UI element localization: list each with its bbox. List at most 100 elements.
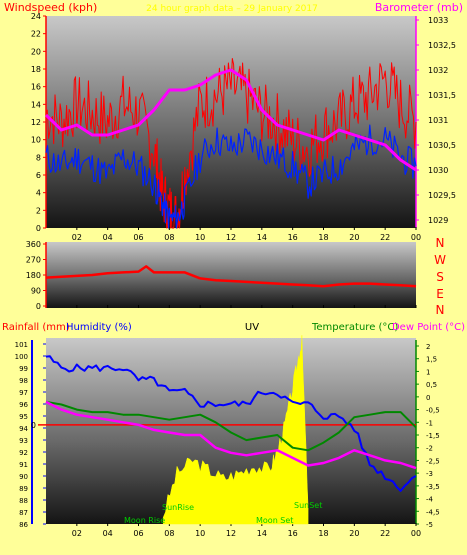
humidity-y-tick-label: 90 bbox=[19, 473, 28, 481]
temp-y-tick-label: -0,5 bbox=[426, 407, 440, 415]
temp-y-tick-label: -1 bbox=[426, 419, 433, 427]
wind-y-tick-label: 20 bbox=[31, 47, 41, 56]
wind-y-tick-label: 24 bbox=[31, 12, 41, 21]
temp-y-tick-label: 0,5 bbox=[426, 381, 437, 389]
compass-label: N bbox=[436, 303, 445, 317]
x-tick-label: 22 bbox=[380, 233, 390, 242]
humidity-y-tick-label: 93 bbox=[19, 437, 28, 445]
compass-label: N bbox=[436, 236, 445, 250]
x-tick-label: 18 bbox=[318, 529, 328, 538]
wind-y-tick-label: 16 bbox=[31, 83, 41, 92]
moonset-annotation: Moon Set bbox=[256, 516, 293, 525]
wind-y-tick-label: 14 bbox=[31, 100, 41, 109]
x-tick-label: 22 bbox=[380, 529, 390, 538]
x-tick-label: 12 bbox=[226, 233, 236, 242]
wind-y-tick-label: 8 bbox=[36, 153, 41, 162]
direction-series bbox=[45, 265, 417, 288]
humidity-y-tick-label: 92 bbox=[19, 449, 28, 457]
x-tick-label: 14 bbox=[257, 233, 267, 242]
temp-y-tick-label: 0 bbox=[426, 394, 430, 402]
baro-y-tick-label: 1032 bbox=[428, 66, 448, 75]
dew-axis-title: Dew Point (°C) bbox=[392, 322, 465, 333]
dir-y-tick-label: 270 bbox=[26, 256, 41, 265]
x-tick-label: 16 bbox=[288, 233, 298, 242]
sunset-annotation: SunSet bbox=[294, 501, 322, 510]
wind-y-tick-label: 10 bbox=[31, 136, 41, 145]
rain-y-tick-label: 0 bbox=[31, 421, 36, 430]
baro-y-tick-label: 1029 bbox=[428, 216, 448, 225]
humidity-y-tick-label: 88 bbox=[19, 497, 28, 505]
x-tick-label: 06 bbox=[133, 529, 143, 538]
humidity-y-tick-label: 101 bbox=[15, 341, 28, 349]
x-tick-label: 02 bbox=[72, 529, 82, 538]
humidity-series bbox=[45, 355, 417, 492]
sunrise-annotation: SunRise bbox=[162, 503, 194, 512]
graph-date-title: 24 hour graph data – 29 January 2017 bbox=[146, 4, 318, 14]
direction-panel bbox=[46, 242, 416, 308]
x-tick-label: 04 bbox=[103, 233, 113, 242]
dir-y-tick-label: 0 bbox=[36, 302, 41, 311]
wind-series bbox=[45, 124, 417, 229]
baro-y-tick-label: 1030,5 bbox=[428, 141, 456, 150]
compass-label: S bbox=[436, 270, 444, 284]
x-tick-label: 04 bbox=[103, 529, 113, 538]
wind-y-tick-label: 2 bbox=[36, 206, 41, 215]
x-tick-label: 00 bbox=[411, 233, 421, 242]
uv-axis-title: UV bbox=[245, 322, 259, 333]
temp-y-tick-label: -4,5 bbox=[426, 508, 440, 516]
baro-axis-title: Barometer (mb) bbox=[375, 1, 463, 14]
temp-y-tick-label: 2 bbox=[426, 343, 430, 351]
temp-axis-title: Temperature (°C) bbox=[311, 322, 398, 333]
compass-label: W bbox=[434, 253, 446, 267]
direction-chart: 0 90 180 270 360 bbox=[26, 240, 417, 311]
wind-y-tick-label: 18 bbox=[31, 65, 41, 74]
x-tick-label: 20 bbox=[349, 233, 359, 242]
baro-series bbox=[44, 68, 417, 172]
uv-area bbox=[162, 335, 309, 525]
humidity-y-tick-label: 91 bbox=[19, 461, 28, 469]
humidity-axis-title: Humidity (%) bbox=[66, 322, 132, 333]
baro-y-tick-label: 1033 bbox=[428, 16, 448, 25]
dir-y-tick-label: 90 bbox=[31, 287, 41, 296]
x-tick-label: 08 bbox=[164, 529, 174, 538]
dewpoint-series bbox=[45, 400, 417, 470]
x-tick-label: 20 bbox=[349, 529, 359, 538]
x-tick-label: 16 bbox=[288, 529, 298, 538]
compass-label: E bbox=[436, 287, 444, 301]
dir-y-tick-label: 180 bbox=[26, 271, 41, 280]
temp-y-tick-label: -3 bbox=[426, 470, 433, 478]
baro-y-tick-label: 1029,5 bbox=[428, 191, 456, 200]
wind-chart: 02468101214161820222410291029,510301030,… bbox=[31, 12, 456, 242]
temp-y-tick-label: -2 bbox=[426, 445, 433, 453]
x-tick-label: 06 bbox=[133, 233, 143, 242]
humidity-y-tick-label: 96 bbox=[19, 401, 28, 409]
wind-y-tick-label: 4 bbox=[36, 189, 41, 198]
humidity-y-tick-label: 94 bbox=[19, 425, 28, 433]
wind-y-tick-label: 12 bbox=[31, 118, 41, 127]
humidity-y-tick-label: 99 bbox=[19, 365, 28, 373]
baro-y-tick-label: 1031 bbox=[428, 116, 448, 125]
humidity-y-tick-label: 87 bbox=[19, 509, 28, 517]
x-tick-label: 00 bbox=[411, 529, 421, 538]
temp-y-tick-label: -2,5 bbox=[426, 457, 440, 465]
x-tick-label: 10 bbox=[195, 233, 205, 242]
wind-y-tick-label: 22 bbox=[31, 30, 41, 39]
x-tick-label: 14 bbox=[257, 529, 267, 538]
temp-y-tick-label: -4 bbox=[426, 496, 434, 504]
temp-y-tick-label: 1,5 bbox=[426, 356, 437, 364]
humidity-y-tick-label: 95 bbox=[19, 413, 28, 421]
wind-y-tick-label: 0 bbox=[36, 224, 41, 233]
x-tick-label: 08 bbox=[164, 233, 174, 242]
x-tick-label: 10 bbox=[195, 529, 205, 538]
temperature-series bbox=[45, 400, 417, 452]
wind-panel bbox=[46, 16, 416, 228]
humidity-y-tick-label: 97 bbox=[19, 389, 28, 397]
rain-axis-title: Rainfall (mm) bbox=[2, 322, 70, 333]
baro-y-tick-label: 1032,5 bbox=[428, 41, 456, 50]
temp-y-tick-label: -5 bbox=[426, 521, 433, 529]
humidity-y-tick-label: 100 bbox=[15, 353, 28, 361]
temp-y-tick-label: 1 bbox=[426, 368, 430, 376]
humidity-y-tick-label: 98 bbox=[19, 377, 28, 385]
